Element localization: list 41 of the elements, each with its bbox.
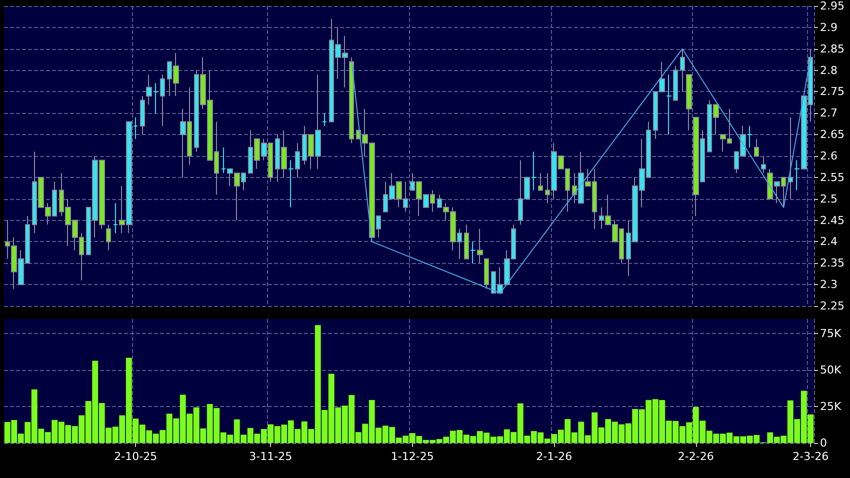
y-tick-label: 2.7	[820, 106, 838, 120]
x-tick-label: 2-10-25	[114, 450, 158, 463]
candlestick	[140, 96, 145, 136]
x-tick-label: 3-11-25	[249, 450, 292, 463]
y-tick-label: 2.65	[820, 128, 844, 142]
y-tick-label: 50K	[820, 364, 842, 377]
y-tick-label: 2.6	[820, 150, 838, 162]
y-tick-label: 2.4	[820, 235, 838, 248]
candlestick	[538, 172, 543, 191]
candlestick	[754, 138, 759, 156]
y-tick-label: 2.35	[820, 256, 844, 270]
y-tick-label: 2.9	[820, 20, 838, 34]
candlestick	[322, 112, 327, 126]
y-tick-label: 0	[820, 436, 827, 450]
x-tick-label: 2-2-26	[678, 450, 714, 463]
y-tick-label: 2.3	[820, 278, 838, 292]
candlestick	[349, 56, 354, 144]
candlestick	[477, 228, 483, 264]
y-tick-label: 2.95	[820, 0, 844, 12]
candlestick	[686, 74, 692, 131]
y-tick-label: 2.45	[820, 214, 844, 227]
candlestick	[470, 241, 476, 264]
y-tick-label: 75K	[820, 327, 842, 340]
x-tick-label: 2-3-26	[792, 450, 829, 463]
y-tick-label: 2.25	[820, 300, 844, 312]
candlestick	[788, 116, 793, 200]
candlestick	[106, 224, 111, 251]
candlestick	[761, 156, 766, 174]
y-tick-label: 2.85	[820, 42, 844, 56]
y-tick-label: 2.5	[820, 192, 838, 206]
candlestick	[484, 258, 489, 290]
candlestick	[113, 202, 118, 234]
candlestick	[680, 48, 685, 92]
y-tick-label: 2.55	[820, 170, 844, 184]
candlestick	[464, 224, 469, 260]
y-tick-label: 2.75	[820, 85, 844, 98]
y-tick-label: 25K	[820, 400, 842, 414]
x-tick-label: 2-1-26	[536, 450, 572, 463]
y-tick-label: 2.8	[820, 64, 838, 77]
line-series	[351, 48, 812, 294]
x-tick-label: 1-12-25	[390, 450, 434, 463]
